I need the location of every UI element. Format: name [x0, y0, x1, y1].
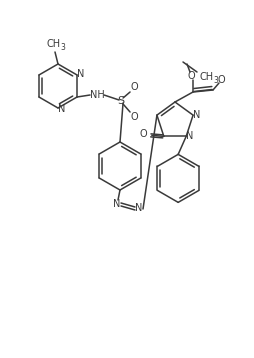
Text: O: O [216, 75, 224, 85]
Text: N: N [77, 69, 84, 79]
Text: S: S [117, 96, 124, 106]
Text: CH: CH [47, 39, 61, 49]
Text: NH: NH [89, 90, 104, 100]
Text: N: N [113, 199, 120, 209]
Text: O: O [186, 71, 194, 81]
Text: CH: CH [199, 72, 213, 82]
Text: O: O [130, 82, 137, 92]
Text: O: O [138, 129, 146, 139]
Text: 3: 3 [213, 76, 218, 84]
Text: N: N [186, 131, 193, 141]
Text: 3: 3 [60, 43, 65, 52]
Text: N: N [135, 203, 142, 213]
Text: N: N [193, 110, 200, 120]
Text: N: N [58, 104, 66, 114]
Text: O: O [130, 112, 137, 122]
